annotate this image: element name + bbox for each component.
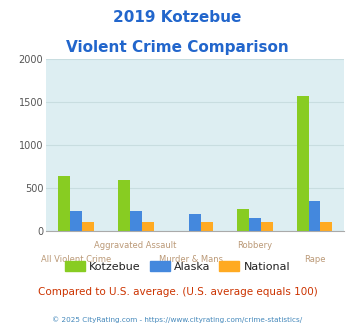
- Text: © 2025 CityRating.com - https://www.cityrating.com/crime-statistics/: © 2025 CityRating.com - https://www.city…: [53, 317, 302, 323]
- Bar: [82, 222, 94, 231]
- Bar: [249, 218, 261, 231]
- Bar: [142, 222, 153, 231]
- Bar: [118, 180, 130, 231]
- Bar: [297, 96, 308, 231]
- Bar: [130, 211, 142, 231]
- Text: Rape: Rape: [304, 255, 325, 264]
- Bar: [237, 209, 249, 231]
- Text: 2019 Kotzebue: 2019 Kotzebue: [113, 10, 242, 25]
- Bar: [308, 201, 321, 231]
- Legend: Kotzebue, Alaska, National: Kotzebue, Alaska, National: [60, 256, 295, 276]
- Text: Aggravated Assault: Aggravated Assault: [94, 241, 177, 250]
- Text: All Violent Crime: All Violent Crime: [41, 255, 111, 264]
- Bar: [58, 176, 70, 231]
- Text: Murder & Mans...: Murder & Mans...: [159, 255, 231, 264]
- Bar: [70, 211, 82, 231]
- Bar: [321, 222, 332, 231]
- Text: Violent Crime Comparison: Violent Crime Comparison: [66, 40, 289, 54]
- Bar: [261, 222, 273, 231]
- Bar: [201, 222, 213, 231]
- Bar: [189, 214, 201, 231]
- Text: Compared to U.S. average. (U.S. average equals 100): Compared to U.S. average. (U.S. average …: [38, 287, 317, 297]
- Text: Robbery: Robbery: [237, 241, 272, 250]
